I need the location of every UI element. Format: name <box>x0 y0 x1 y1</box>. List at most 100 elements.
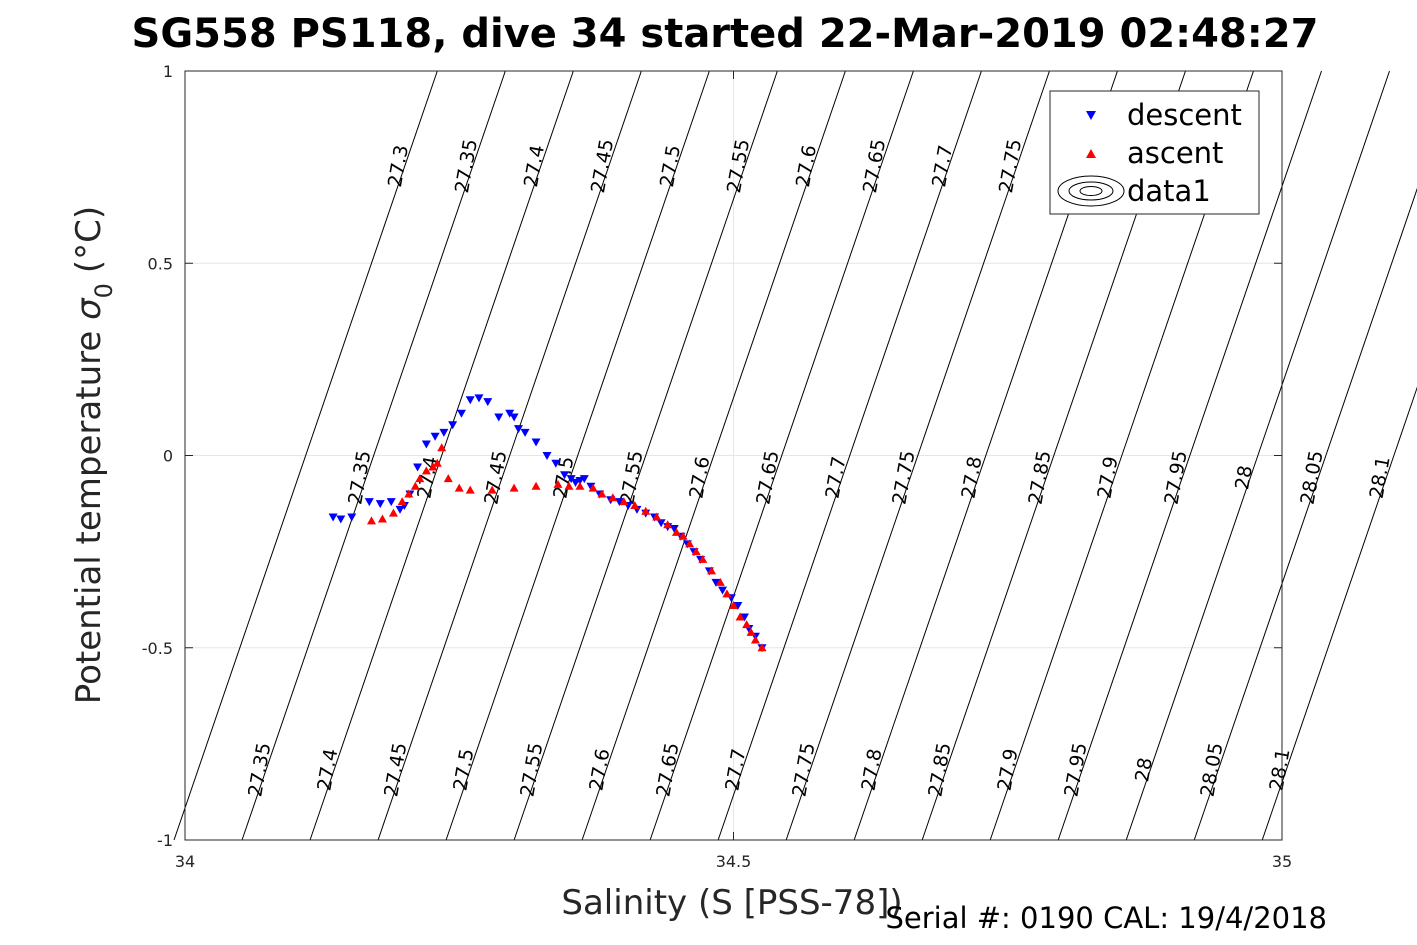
legend[interactable]: descent ascent data1 <box>1049 90 1260 215</box>
ascent-point-28 <box>671 527 681 536</box>
contour-label-top-8: 27.7 <box>928 143 957 188</box>
legend-descent-label: descent <box>1127 98 1242 132</box>
contour-label-middle-11: 27.9 <box>1094 455 1123 500</box>
descent-point-48 <box>718 586 728 595</box>
contour-label-top-0: 27.3 <box>384 143 413 188</box>
ascent-point-37 <box>735 612 745 621</box>
descent-point-24 <box>542 452 552 460</box>
contour-label-bottom-13: 28 <box>1131 756 1157 784</box>
descent-point-22 <box>520 428 530 437</box>
ascent-point-41 <box>757 643 767 652</box>
descent-point-0 <box>328 513 338 522</box>
ascent-point-15 <box>509 483 519 492</box>
contour-label-bottom-15: 28.1 <box>1266 747 1295 792</box>
ascent-point-22 <box>608 493 618 502</box>
ascent-point-17 <box>553 479 563 488</box>
density-contour-4 <box>445 70 710 841</box>
contour-label-bottom-2: 27.45 <box>380 741 411 798</box>
contour-label-middle-15: 28.1 <box>1366 455 1395 500</box>
contour-label-middle-8: 27.75 <box>888 449 919 506</box>
x-axis-label: Salinity (S [PSS-78]) <box>561 883 902 923</box>
contour-label-top-7: 27.65 <box>859 137 890 194</box>
contour-label-top-6: 27.6 <box>792 143 821 188</box>
descent-point-2 <box>347 513 357 522</box>
density-contour-5 <box>513 70 778 841</box>
contour-label-top-2: 27.4 <box>520 143 549 188</box>
density-contour-1 <box>241 70 506 841</box>
ascent-point-0 <box>366 516 376 525</box>
y-axis-label: Potential temperature σ0 (°C) <box>69 206 118 704</box>
ascent-point-18 <box>564 481 574 490</box>
legend-descent-marker <box>1086 111 1096 120</box>
ascent-point-32 <box>698 554 708 563</box>
descent-point-34 <box>614 498 624 507</box>
chart-title: SG558 PS118, dive 34 started 22-Mar-2019… <box>132 11 1319 57</box>
descent-point-17 <box>483 398 493 407</box>
contour-label-bottom-5: 27.6 <box>585 747 614 792</box>
density-contour-8 <box>717 70 982 841</box>
legend-data1-label: data1 <box>1127 174 1211 208</box>
density-contour-13 <box>1057 70 1322 841</box>
contour-label-middle-7: 27.7 <box>821 455 850 500</box>
contour-label-top-1: 27.35 <box>451 137 482 194</box>
descent-point-50 <box>733 601 743 610</box>
contour-label-bottom-1: 27.4 <box>313 747 342 792</box>
density-contour-3 <box>377 70 642 841</box>
contour-label-bottom-14: 28.05 <box>1196 741 1227 798</box>
descent-point-26 <box>560 471 570 480</box>
y-tick-label-3: 0.5 <box>148 254 173 273</box>
y-axis-label-text: Potential temperature <box>69 331 109 704</box>
ascent-point-14 <box>487 485 497 494</box>
ascent-point-31 <box>691 547 701 556</box>
contour-label-bottom-3: 27.5 <box>449 747 478 792</box>
contour-label-bottom-8: 27.75 <box>788 741 819 798</box>
descent-point-16 <box>474 394 484 403</box>
descent-point-1 <box>336 515 346 524</box>
ascent-point-13 <box>465 485 475 494</box>
contour-label-bottom-4: 27.55 <box>516 741 547 798</box>
serial-cal-footer: Serial #: 0190 CAL: 19/4/2018 <box>885 901 1327 935</box>
contour-label-middle-6: 27.65 <box>752 449 783 506</box>
legend-box <box>1049 90 1260 215</box>
contour-label-top-3: 27.45 <box>587 137 618 194</box>
y-tick-label-0: -1 <box>157 831 173 850</box>
contour-label-top-5: 27.55 <box>723 137 754 194</box>
ascent-point-25 <box>641 506 651 515</box>
ascent-point-10 <box>437 443 447 452</box>
density-contour-16 <box>1261 386 1417 841</box>
contour-label-bottom-10: 27.85 <box>924 741 955 798</box>
ascent-point-35 <box>722 589 732 598</box>
descent-point-30 <box>579 475 589 484</box>
ascent-point-40 <box>750 635 760 644</box>
contour-label-bottom-12: 27.95 <box>1060 741 1091 798</box>
contour-label-middle-4: 27.55 <box>616 449 647 506</box>
descent-point-23 <box>531 438 541 447</box>
descent-point-5 <box>386 498 396 507</box>
legend-ascent-label: ascent <box>1127 136 1223 170</box>
ascent-point-5 <box>410 481 420 490</box>
ascent-point-26 <box>652 512 662 521</box>
descent-point-20 <box>509 413 519 422</box>
contour-label-top-9: 27.75 <box>995 137 1026 194</box>
density-contour-2 <box>309 70 574 841</box>
descent-point-9 <box>413 463 423 472</box>
ascent-point-36 <box>729 600 738 609</box>
contour-label-middle-12: 27.95 <box>1160 449 1191 506</box>
ascent-point-33 <box>707 566 717 575</box>
contour-label-bottom-0: 27.35 <box>244 741 275 798</box>
density-contour-6 <box>581 70 846 841</box>
y-tick-label-4: 1 <box>163 62 173 81</box>
descent-point-41 <box>669 525 679 534</box>
ascent-point-24 <box>630 500 640 509</box>
ascent-point-1 <box>377 514 387 523</box>
axis-ticks: 34 34.5 35 -1 -0.5 0 0.5 1 <box>142 62 1292 871</box>
contour-label-middle-0: 27.35 <box>344 449 375 506</box>
descent-point-3 <box>364 498 374 507</box>
data-points <box>328 394 767 653</box>
legend-ascent-marker <box>1086 149 1096 158</box>
ascent-point-3 <box>397 497 407 506</box>
descent-point-21 <box>513 425 523 434</box>
contour-label-bottom-11: 27.9 <box>993 747 1022 792</box>
density-contour-15 <box>1193 187 1417 841</box>
